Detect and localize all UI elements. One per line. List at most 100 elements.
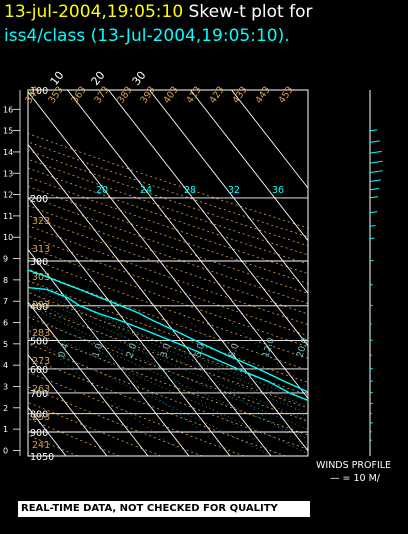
temperature-tick: 20: [89, 69, 108, 88]
moist-adiabat-label: 2.0: [125, 342, 139, 359]
height-tick: 10: [3, 233, 13, 242]
moist-adiabat-label: 8.0: [227, 342, 241, 359]
wind-barb: [369, 129, 378, 132]
dry-adiabat: [28, 176, 308, 275]
adiabat-label: 241: [32, 440, 50, 451]
adiabat-label: 353: [46, 85, 65, 106]
dry-adiabat: [28, 280, 308, 383]
adiabat-label: 433: [230, 85, 249, 106]
mixing-ratio-label: 32: [228, 185, 240, 196]
wind-profile-barbs: [369, 129, 383, 441]
observation-date: 13-jul-2004,19:05:10: [4, 2, 184, 22]
adiabat-label: 273: [32, 356, 50, 367]
pressure-tick: 800: [30, 410, 48, 421]
adiabat-label: 283: [32, 328, 50, 339]
mixing-ratio-label: 28: [184, 185, 196, 196]
pressure-tick: 1050: [30, 452, 54, 463]
dry-adiabat: [28, 291, 308, 396]
dry-adiabat: [28, 205, 308, 304]
moist-adiabat: [28, 323, 308, 455]
dry-adiabat: [28, 225, 308, 326]
adiabat-label: 303: [32, 272, 50, 283]
adiabat-label: 253: [32, 412, 50, 423]
wind-barb: [369, 259, 374, 262]
mixing-ratio-label: 24: [140, 185, 152, 196]
pressure-tick: 200: [30, 194, 48, 205]
adiabat-label: 413: [184, 85, 203, 106]
winds-scale-label: — = 10 M/: [330, 473, 381, 484]
adiabat-label: 393: [138, 85, 157, 106]
wind-barb: [369, 196, 379, 199]
dry-adiabat: [28, 316, 308, 422]
moist-adiabat-label: 3.0: [159, 342, 173, 359]
mixing-ratio-label: 36: [272, 185, 284, 196]
isobar-grid: [28, 197, 308, 433]
dry-adiabat: [28, 246, 308, 348]
dry-adiabat: [28, 268, 308, 371]
height-tick: 4: [3, 361, 8, 370]
wind-barb: [369, 237, 375, 240]
height-tick: 13: [3, 169, 13, 178]
moist-adiabat: [28, 337, 272, 456]
pressure-tick: 700: [30, 389, 48, 400]
pressure-tick-labels: 100 200 300 400 500 600 700 800 900 1050: [30, 86, 54, 463]
pressure-tick: 400: [30, 302, 48, 313]
height-tick: 12: [3, 191, 13, 200]
wind-barb: [369, 188, 380, 191]
wind-barb: [369, 150, 382, 154]
dry-adiabat: [28, 141, 308, 238]
isotherm-grid: [0, 90, 308, 456]
dry-adiabat: [28, 149, 308, 247]
adiabat-label: 383: [115, 85, 134, 106]
isotherm: [231, 90, 308, 189]
height-tick: 11: [3, 212, 13, 221]
dry-adiabat: [28, 417, 120, 456]
dry-adiabat: [28, 195, 308, 294]
height-tick: 5: [3, 340, 8, 349]
temperature-tick: 30: [130, 69, 149, 88]
adiabat-label: 453: [276, 85, 295, 106]
height-tick: 6: [3, 319, 8, 328]
isotherm: [0, 90, 25, 456]
wind-barb: [369, 179, 381, 182]
adiabat-label: 373: [92, 85, 111, 106]
mixing-ratio-line: [94, 309, 280, 456]
adiabat-label: 293: [32, 300, 50, 311]
moist-adiabats: [28, 280, 308, 456]
height-tick: 8: [3, 276, 8, 285]
isotherm: [190, 90, 308, 242]
moist-adiabat: [28, 291, 308, 414]
moist-adiabat: [28, 285, 308, 407]
wind-barb: [369, 170, 383, 174]
dry-adiabat: [28, 133, 308, 229]
winds-profile-label: WINDS PROFILE: [316, 460, 392, 471]
dry-adiabat: [28, 343, 308, 450]
moist-adiabat-labels: 0.4 1.0 2.0 3.0 5.0 8.0 12.0 20.0: [57, 337, 311, 359]
dry-adiabat: [28, 167, 308, 265]
dry-adiabat: [28, 235, 308, 337]
adiabat-label: 363: [69, 85, 88, 106]
moist-adiabat-label: 0.4: [57, 342, 71, 359]
wind-barb: [369, 140, 380, 143]
pressure-tick: 500: [30, 337, 48, 348]
pressure-tick: 100: [30, 86, 48, 97]
isotherm: [67, 90, 308, 400]
isotherm: [28, 248, 190, 456]
dry-adiabat: [28, 401, 161, 456]
mixing-ratio-label: 20: [96, 185, 108, 196]
moist-adiabat-label: 20.0: [295, 337, 311, 359]
dry-adiabat: [28, 386, 203, 456]
adiabat-label: 443: [253, 85, 272, 106]
dry-adiabat: [28, 185, 308, 284]
quality-disclaimer: REAL-TIME DATA, NOT CHECKED FOR QUALITY: [18, 501, 310, 517]
dry-adiabats: [28, 133, 308, 456]
dry-adiabat: [28, 304, 308, 409]
adiabat-label: 323: [32, 216, 50, 227]
height-tick: 9: [3, 255, 8, 264]
mixing-ratio-lines: [28, 309, 308, 456]
temperature-tick-labels: 10 20 30: [48, 69, 149, 88]
wind-barb: [369, 224, 376, 227]
isotherm: [28, 91, 308, 452]
